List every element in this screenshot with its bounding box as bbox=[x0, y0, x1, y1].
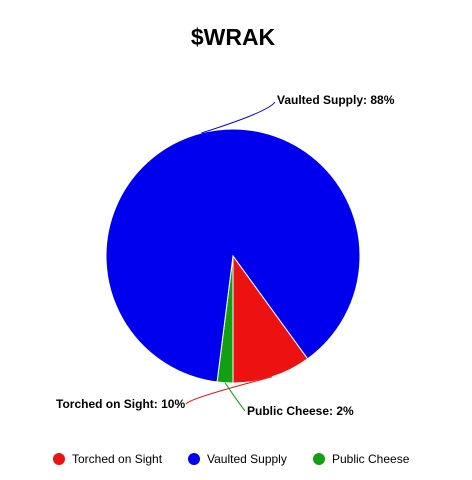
pie-slices bbox=[105, 128, 361, 384]
callout-line-vaulted-supply bbox=[201, 101, 276, 134]
legend-marker-torched-on-sight bbox=[53, 453, 65, 465]
callout-label-vaulted-supply: Vaulted Supply: 88% bbox=[277, 93, 395, 107]
legend-label-torched-on-sight: Torched on Sight bbox=[72, 452, 163, 466]
legend-marker-vaulted-supply bbox=[188, 453, 200, 465]
callout-label-torched-on-sight: Torched on Sight: 10% bbox=[56, 397, 185, 411]
legend-label-public-cheese: Public Cheese bbox=[332, 452, 410, 466]
legend-label-vaulted-supply: Vaulted Supply bbox=[207, 452, 287, 466]
legend: Torched on Sight Vaulted Supply Public Che… bbox=[53, 452, 410, 466]
pie-slice-torched-on-sight bbox=[232, 254, 309, 384]
callout-label-public-cheese: Public Cheese: 2% bbox=[247, 404, 354, 418]
callout-line-torched-on-sight bbox=[185, 376, 273, 405]
chart-title: $WRAK bbox=[191, 24, 276, 50]
legend-marker-public-cheese bbox=[313, 453, 325, 465]
callout-line-public-cheese bbox=[224, 382, 246, 412]
slice-callouts: Torched on Sight: 10% Vaulted Supply: 88%… bbox=[56, 93, 395, 418]
